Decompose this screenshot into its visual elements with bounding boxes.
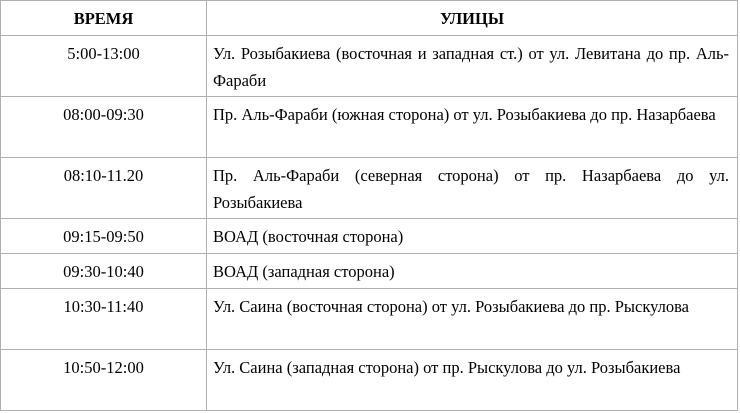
street-cell: Ул. Саина (западная сторона) от пр. Рыск… <box>206 349 738 411</box>
time-cell: 09:15-09:50 <box>0 218 207 254</box>
time-cell: 5:00-13:00 <box>0 35 207 97</box>
table-row: 09:30-10:40 ВОАД (западная сторона) <box>0 253 738 289</box>
time-cell: 08:10-11.20 <box>0 157 207 219</box>
table-row: 09:15-09:50 ВОАД (восточная сторона) <box>0 218 738 254</box>
header-row: ВРЕМЯ УЛИЦЫ <box>0 0 738 36</box>
time-cell: 09:30-10:40 <box>0 253 207 289</box>
street-cell: Пр. Аль-Фараби (южная сторона) от ул. Ро… <box>206 96 738 158</box>
table-row: 5:00-13:00 Ул. Розыбакиева (восточная и … <box>0 35 738 97</box>
street-cell: Пр. Аль-Фараби (северная сторона) от пр.… <box>206 157 738 219</box>
header-streets: УЛИЦЫ <box>206 0 738 36</box>
street-cell: Ул. Саина (восточная сторона) от ул. Роз… <box>206 288 738 350</box>
table-row: 08:10-11.20 Пр. Аль-Фараби (северная сто… <box>0 157 738 219</box>
time-cell: 10:50-12:00 <box>0 349 207 411</box>
table-row: 08:00-09:30 Пр. Аль-Фараби (южная сторон… <box>0 96 738 158</box>
street-cell: ВОАД (западная сторона) <box>206 253 738 289</box>
street-cell: Ул. Розыбакиева (восточная и западная ст… <box>206 35 738 97</box>
time-cell: 10:30-11:40 <box>0 288 207 350</box>
header-time: ВРЕМЯ <box>0 0 207 36</box>
street-cell: ВОАД (восточная сторона) <box>206 218 738 254</box>
time-cell: 08:00-09:30 <box>0 96 207 158</box>
table-row: 10:50-12:00 Ул. Саина (западная сторона)… <box>0 349 738 411</box>
table-row: 10:30-11:40 Ул. Саина (восточная сторона… <box>0 288 738 350</box>
